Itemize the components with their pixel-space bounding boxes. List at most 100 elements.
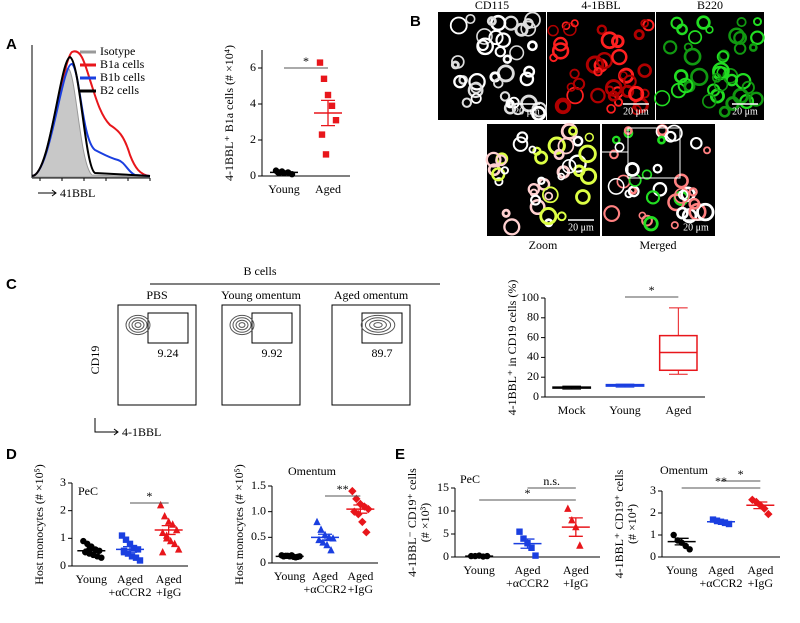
data-point [317,59,323,65]
y-tick-label: 0.5 [251,529,266,543]
y-tick-label: 10 [437,503,449,517]
y-tick-label: 40 [527,349,539,363]
flow-value: 89.7 [372,346,393,360]
y-axis-label: 4-1BBL⁻ CD19⁺ cells [405,468,419,577]
data-point [137,557,143,563]
y-axis-label: Host monocytes (# ×10⁵) [232,464,246,585]
data-point [576,541,583,548]
x-tick-label: Aged [315,182,341,196]
axis-arrow [95,418,118,435]
chart-title: PeC [460,472,480,486]
legend-label: Isotype [100,44,135,58]
data-point [121,548,127,554]
significance-label: ** [715,474,727,488]
y-tick-label: 100 [521,290,539,304]
y-tick-label: 2 [250,132,256,146]
y-tick-label: 1.0 [251,503,266,517]
y-axis-label: 4-1BBL⁺ CD19⁺ cells [612,469,626,578]
flow-title: PBS [146,288,167,302]
scale-bar-label: 20 μm [514,106,540,117]
x-tick-label: Aged [665,403,691,417]
data-point [319,131,325,137]
data-point [161,512,168,519]
y-tick-label: 1 [60,530,66,544]
flow-title: Young omentum [221,288,301,302]
data-point [98,555,104,561]
significance-label: * [649,283,655,297]
x-axis-label: 4-1BBL [122,425,161,439]
x-tick-label: Young [666,563,697,577]
data-point [157,501,164,508]
x-tick-label: +IgG [156,585,182,599]
y-tick-label: 4 [250,96,256,110]
data-point [329,103,335,109]
y-tick-label: 2 [650,505,656,519]
data-point [317,525,324,532]
channel-label: 4-1BBL [581,0,620,12]
scale-bar-label: 20 μm [568,222,594,233]
data-point [568,516,575,523]
significance-label: * [738,467,744,481]
data-point [325,92,331,98]
x-tick-label: +αCCR2 [506,576,549,590]
y-axis-label: 4-1BBL⁺ in CD19 cells (%) [505,280,519,416]
legend-label: B2 cells [100,83,139,97]
y-axis-label: 4-1BBL⁺ B1a cells (# ×10⁴) [222,45,236,181]
channel-label: CD115 [475,0,509,12]
x-tick-label: Aged [156,572,182,586]
y-tick-label: 60 [527,329,539,343]
data-point [358,518,366,526]
y-axis-label: (# ×10⁴) [625,504,639,544]
data-point [362,528,370,536]
y-tick-label: 20 [527,369,539,383]
scale-bar-label: 20 μm [732,106,758,117]
x-tick-label: Aged [312,569,338,583]
x-tick-label: Young [76,572,107,586]
x-axis-label: 41BBL [60,186,95,200]
channel-label: B220 [697,0,723,12]
data-point [670,532,676,538]
axis-arrow [38,190,56,196]
significance-label: n.s. [543,474,560,488]
y-tick-label: 0 [650,549,656,563]
y-axis-label: (# ×10³) [418,503,432,542]
y-tick-label: 0 [250,168,256,182]
flow-value: 9.24 [158,346,179,360]
x-tick-label: +αCCR2 [699,576,742,590]
y-tick-label: 5 [443,526,449,540]
data-point [532,552,538,558]
y-axis-label: Host monocytes (# ×10⁵) [32,464,46,585]
panel-label: D [6,446,17,463]
y-tick-label: 15 [437,480,449,494]
y-tick-label: 1.5 [251,478,266,492]
scale-bar-label: 20 μm [683,222,709,233]
significance-label: * [146,489,152,503]
flow-title: Aged omentum [334,288,409,302]
x-tick-label: Aged [347,569,373,583]
x-tick-label: +αCCR2 [108,585,151,599]
data-point [321,76,327,82]
significance-label: ** [337,482,349,496]
y-tick-label: 1 [650,527,656,541]
panel-label: C [6,276,17,293]
y-tick-label: 0 [260,555,266,569]
panel-label: E [395,446,405,463]
legend-label: B1b cells [100,70,145,84]
x-tick-label: Young [274,569,305,583]
data-point [516,529,522,535]
data-point [686,546,692,552]
significance-label: * [303,54,309,68]
y-tick-label: 2 [60,502,66,516]
y-tick-label: 3 [650,483,656,497]
image-label: Merged [639,238,676,252]
data-point [333,117,339,123]
y-tick-label: 0 [60,558,66,572]
x-tick-label: Young [609,403,640,417]
x-tick-label: Young [268,182,299,196]
y-tick-label: 3 [60,475,66,489]
y-tick-label: 80 [527,310,539,324]
y-tick-label: 6 [250,60,256,74]
panel-label: A [6,36,17,53]
x-tick-label: Aged [117,572,143,586]
